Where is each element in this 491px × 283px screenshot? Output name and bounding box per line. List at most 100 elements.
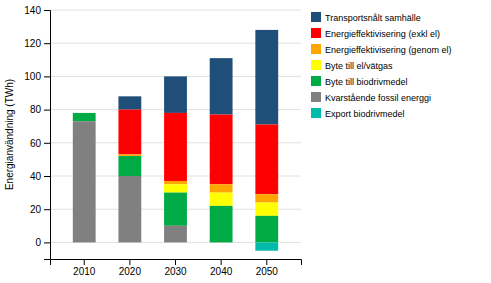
bar-segment [164,181,187,184]
y-tick: 40 [30,171,50,182]
y-tick: 140 [24,5,50,16]
bar-segment [118,176,141,242]
y-tick: 0 [35,237,50,248]
grid-line [50,10,301,11]
y-tick-mark [44,76,50,77]
x-tick: 2050 [256,259,279,277]
legend-item: Byte till el/vätgas [311,60,393,71]
legend-item: Kvarstående fossil energgi [311,92,431,103]
bar-series [255,242,278,250]
bar-segment [210,206,233,243]
y-tick: 60 [30,138,50,149]
legend-swatch [311,44,321,54]
legend-item: Export biodrivmedel [311,108,405,119]
bar-segment [118,96,141,109]
bar-segment [255,30,278,125]
y-tick: 20 [30,204,50,215]
legend-label: Byte till biodrivmedel [325,77,408,87]
bar-segment [73,121,96,242]
y-tick: 120 [24,38,50,49]
legend-item: Energieffektivisering (genom el) [311,44,451,55]
bar-series [118,30,278,125]
bar-segment [73,113,96,121]
x-tick: 2040 [210,259,233,277]
bar-segment [73,242,96,243]
bar-segment [210,184,233,192]
bar-segment [255,216,278,243]
y-tick-label: 60 [30,138,42,149]
legend-item: Energieffektivisering (exkl el) [311,28,440,39]
bar-segment [255,194,278,202]
x-tick: 2020 [119,259,142,277]
bar-segment [255,203,278,216]
y-tick-label: 40 [30,171,42,182]
x-tick-label: 2010 [73,266,96,277]
y-tick-label: 140 [24,5,41,16]
bar-series [118,110,278,195]
x-tick-label: 2030 [164,266,187,277]
bar-segment [210,58,233,114]
legend-label: Transportsnålt samhälle [325,13,421,23]
x-axis: 2010 2020 2030 2040 2050 [51,259,302,277]
x-tick-mark [221,259,222,265]
legend-label: Kvarstående fossil energgi [325,93,431,103]
legend-label: Export biodrivmedel [325,109,405,119]
legend-swatch [311,60,321,70]
x-tick-mark [175,259,176,265]
plot: 02040608010012014020102020203020402050 [24,5,301,277]
y-axis: 0 20 40 60 80 100 120 140 [24,5,50,260]
y-tick-label: 20 [30,204,42,215]
bar-segment [255,242,278,250]
legend-label: Energieffektivisering (genom el) [325,45,451,55]
y-tick-mark [44,176,50,177]
y-axis-line [44,11,51,260]
legend-label: Byte till el/vätgas [325,61,393,71]
y-tick-label: 120 [24,38,41,49]
bar-series [118,154,278,202]
legend-item: Transportsnålt samhälle [311,12,421,23]
y-tick: 80 [30,104,50,115]
bar-segment [118,242,141,243]
bar-series [73,121,187,242]
bar-segment [210,193,233,206]
y-tick-mark [44,209,50,210]
bar-segment [164,113,187,181]
grid [50,10,301,242]
y-tick-mark [44,43,50,44]
x-tick-label: 2020 [119,266,142,277]
x-axis-line [51,260,302,266]
y-tick-label: 80 [30,104,42,115]
x-tick-mark [84,259,85,265]
bar-segment [164,242,187,243]
y-tick-mark [44,143,50,144]
legend: Transportsnålt samhälle Energieffektivise… [311,12,451,119]
legend-swatch [311,108,321,118]
x-tick-label: 2050 [256,266,279,277]
y-tick: 100 [24,71,50,82]
bar-segment [210,115,233,185]
legend-label: Energieffektivisering (exkl el) [325,29,440,39]
legend-swatch [311,28,321,38]
bar-segment [164,193,187,226]
y-axis-title: Energianvändning (TWh) [4,79,15,190]
x-tick-label: 2040 [210,266,233,277]
x-tick: 2010 [73,259,96,277]
bar-segment [118,110,141,155]
legend-item: Byte till biodrivmedel [311,76,408,87]
chart: 02040608010012014020102020203020402050En… [0,0,491,283]
bar-segment [210,242,233,243]
legend-swatch [311,12,321,22]
x-tick-mark [266,259,267,265]
bar-segment [164,226,187,243]
bars [73,30,278,251]
bar-segment [255,125,278,195]
bar-segment [118,156,141,176]
y-tick-mark [44,110,50,111]
bar-segment [164,76,187,113]
x-tick: 2030 [164,259,187,277]
bar-segment [118,154,141,156]
x-tick-mark [129,259,130,265]
bar-segment [164,184,187,192]
y-tick-mark [44,10,50,11]
y-tick-label: 0 [35,237,41,248]
